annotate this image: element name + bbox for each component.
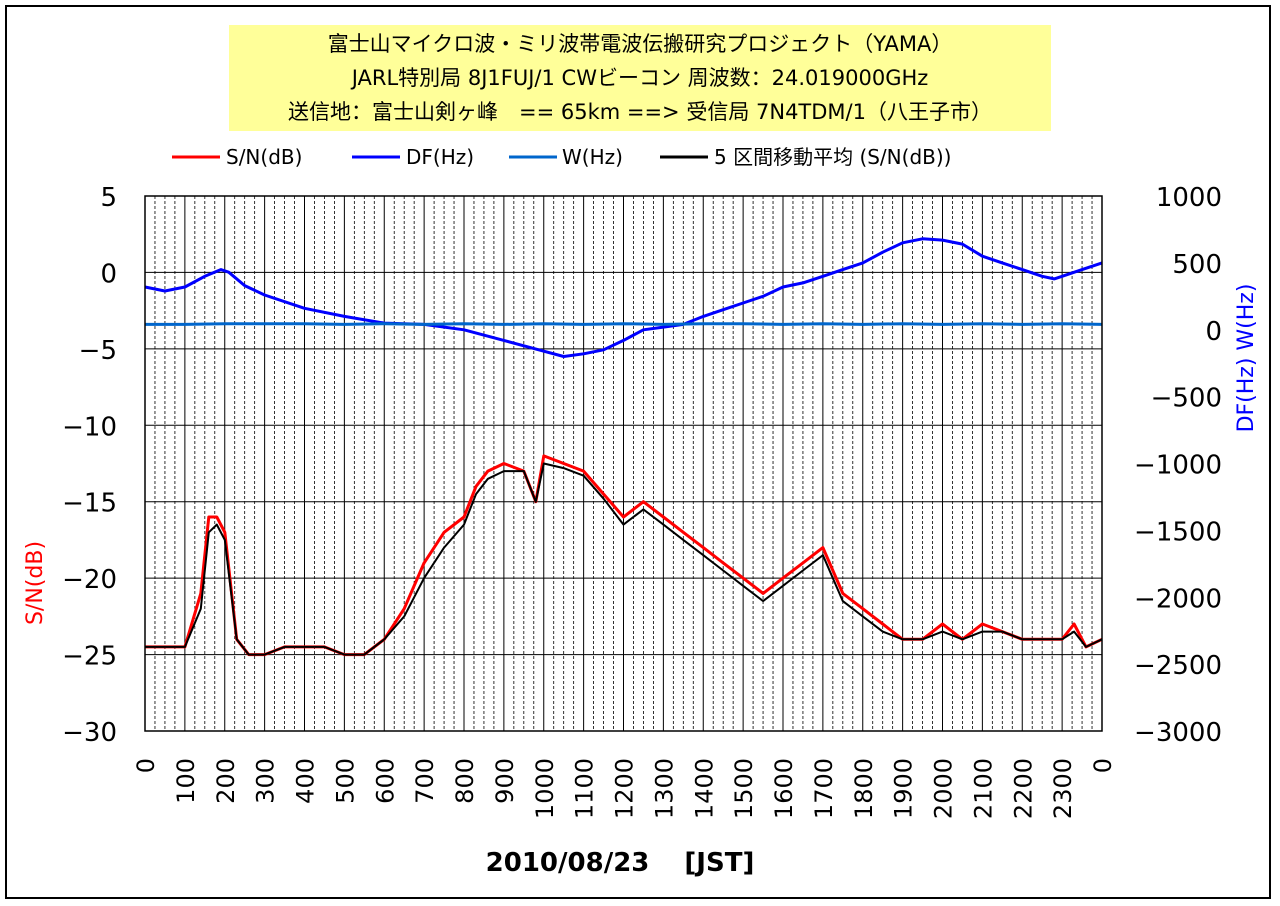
series-group bbox=[144, 237, 1103, 657]
x-tick-label: 1500 bbox=[730, 758, 758, 819]
x-tick-label: 700 bbox=[411, 758, 439, 804]
y-tick-left-label: −10 bbox=[62, 412, 117, 442]
y-tick-right-label: 500 bbox=[1172, 250, 1222, 280]
legend: S/N(dB) DF(Hz) W(Hz) 5 区間移動平均 (S/N(dB)) bbox=[172, 145, 951, 169]
y-tick-right-label: −500 bbox=[1151, 384, 1222, 414]
y-tick-left-label: −25 bbox=[62, 642, 117, 672]
x-tick-label: 1700 bbox=[810, 758, 838, 819]
y-tick-right-label: −2500 bbox=[1134, 651, 1222, 681]
plot-area-border bbox=[144, 195, 1103, 732]
y-tick-left-label: −30 bbox=[62, 718, 117, 748]
x-tick-label: 1000 bbox=[531, 758, 559, 819]
y-tick-right-label: −3000 bbox=[1134, 718, 1222, 748]
x-tick-label: 2300 bbox=[1049, 758, 1077, 819]
chart-title-line-2: JARL特別局 8J1FUJ/1 CWビーコン 周波数：24.019000GHz bbox=[351, 66, 929, 90]
x-tick-label: 500 bbox=[331, 758, 359, 804]
y-tick-left-label: −5 bbox=[79, 336, 117, 366]
x-tick-label: 100 bbox=[172, 758, 200, 804]
x-tick-label: 2200 bbox=[1009, 758, 1037, 819]
x-tick-label: 2000 bbox=[930, 758, 958, 819]
x-tick-label: 0 bbox=[132, 758, 160, 773]
grid bbox=[145, 196, 1102, 731]
x-tick-label: 2100 bbox=[969, 758, 997, 819]
x-tick-label: 1800 bbox=[850, 758, 878, 819]
y-tick-right-label: −1000 bbox=[1134, 451, 1222, 481]
y-axis-right-label: DF(Hz) W(Hz) bbox=[1234, 284, 1259, 433]
legend-label-1: DF(Hz) bbox=[406, 145, 474, 169]
x-tick-label: 800 bbox=[451, 758, 479, 804]
x-tick-label: 1900 bbox=[890, 758, 918, 819]
y-tick-right-label: 1000 bbox=[1156, 183, 1222, 213]
legend-label-0: S/N(dB) bbox=[226, 145, 302, 169]
x-tick-label: 200 bbox=[212, 758, 240, 804]
series-line-2 bbox=[145, 322, 1103, 326]
x-tick-label: 1400 bbox=[690, 758, 718, 819]
x-tick-label: 1300 bbox=[650, 758, 678, 819]
y-axis-right-ticks: 1000 500 0 −500 −1000 −1500 −2000 −2500 −3000 bbox=[1134, 183, 1222, 748]
x-tick-label: 900 bbox=[491, 758, 519, 804]
y-tick-right-label: 0 bbox=[1205, 317, 1222, 347]
x-axis-label: 2010/08/23 [JST] bbox=[486, 848, 755, 878]
x-axis-ticks: 0 100 200 300 400 500 600 700 800 900 1000 1100 1200… bbox=[132, 758, 1117, 819]
y-axis-left-ticks: 5 0 −5 −10 −15 −20 −25 −30 bbox=[62, 183, 117, 748]
y-tick-left-label: −15 bbox=[62, 489, 117, 519]
y-tick-left-label: −20 bbox=[62, 565, 117, 595]
y-tick-right-label: −2000 bbox=[1134, 584, 1222, 614]
chart-frame bbox=[5, 5, 1271, 899]
legend-label-2: W(Hz) bbox=[562, 145, 623, 169]
x-tick-label: 300 bbox=[252, 758, 280, 804]
x-tick-label: 400 bbox=[292, 758, 320, 804]
x-tick-label: 1600 bbox=[770, 758, 798, 819]
series-line-1 bbox=[144, 237, 1103, 358]
y-axis-left-label: S/N(dB) bbox=[23, 541, 48, 625]
x-tick-label: 1200 bbox=[611, 758, 639, 819]
series-line-3 bbox=[145, 462, 1103, 656]
chart-title-line-1: 富士山マイクロ波・ミリ波帯電波伝搬研究プロジェクト（YAMA） bbox=[327, 32, 953, 56]
x-tick-label: 1100 bbox=[571, 758, 599, 819]
x-tick-label: 0 bbox=[1089, 758, 1117, 773]
y-tick-left-label: 5 bbox=[100, 183, 117, 213]
chart-title-line-3: 送信地：富士山剣ヶ峰 == 65km ==> 受信局 7N4TDM/1（八王子市… bbox=[287, 100, 992, 124]
x-tick-label: 600 bbox=[371, 758, 399, 804]
legend-label-3: 5 区間移動平均 (S/N(dB)) bbox=[714, 145, 951, 169]
y-tick-left-label: 0 bbox=[100, 259, 117, 289]
y-tick-right-label: −1500 bbox=[1134, 517, 1222, 547]
chart-title-box: 富士山マイクロ波・ミリ波帯電波伝搬研究プロジェクト（YAMA） JARL特別局 … bbox=[229, 25, 1051, 131]
